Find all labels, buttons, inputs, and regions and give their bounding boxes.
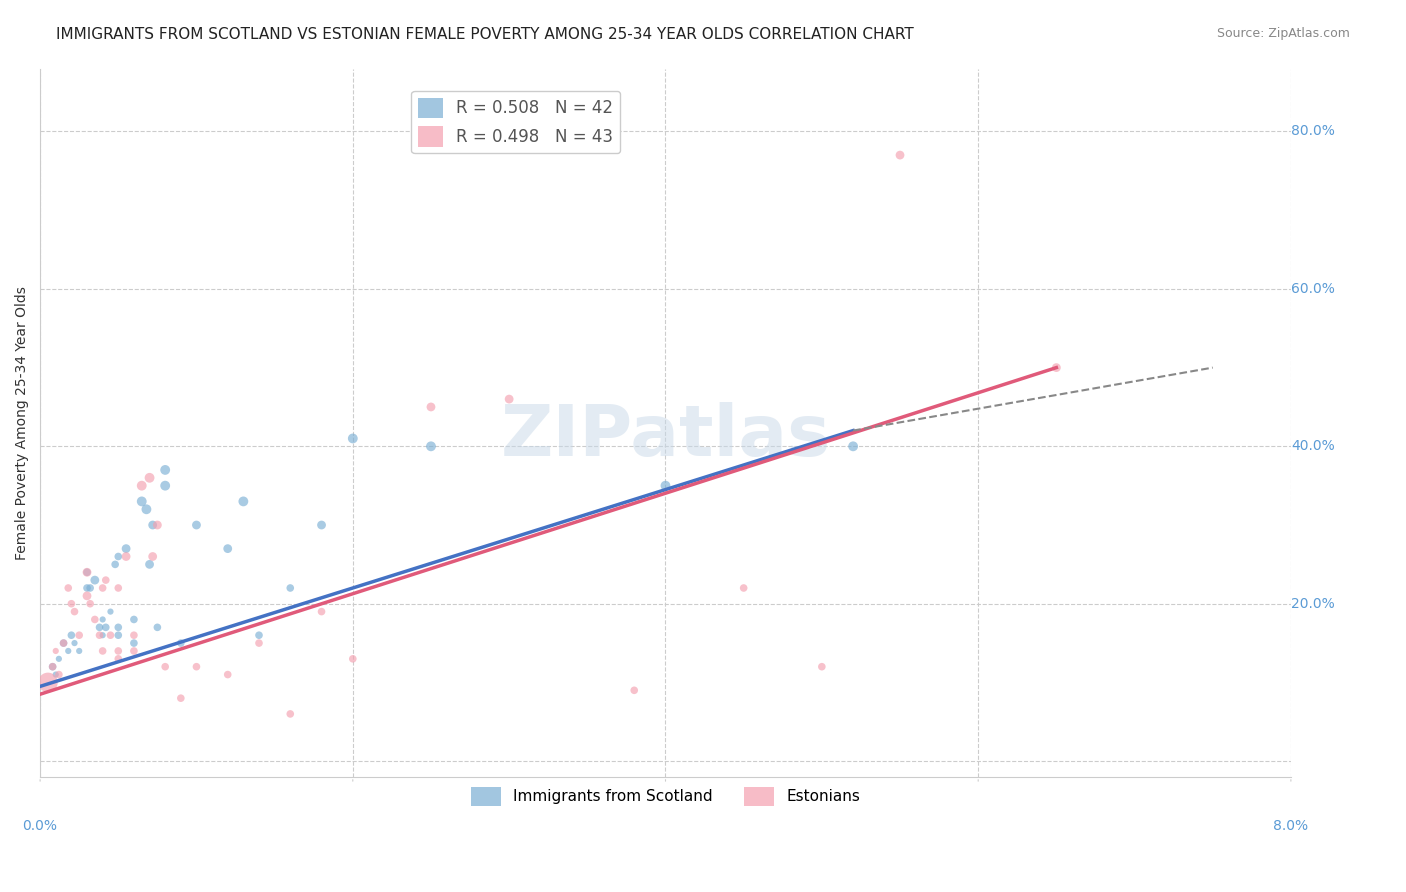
Point xyxy=(94,573,117,587)
Point xyxy=(342,652,364,666)
Point xyxy=(76,581,98,595)
Point xyxy=(76,589,98,603)
Point xyxy=(91,644,114,658)
Point xyxy=(83,612,105,626)
Point xyxy=(45,644,67,658)
Text: 80.0%: 80.0% xyxy=(1291,125,1334,138)
Point xyxy=(122,636,145,650)
Point xyxy=(186,659,208,673)
Point xyxy=(131,494,153,508)
Point xyxy=(107,652,129,666)
Point xyxy=(311,518,333,533)
Point xyxy=(94,620,117,634)
Point xyxy=(153,478,176,492)
Text: ZIPatlas: ZIPatlas xyxy=(501,402,831,471)
Point xyxy=(83,573,105,587)
Point xyxy=(67,644,90,658)
Point xyxy=(67,628,90,642)
Point xyxy=(889,148,911,162)
Point xyxy=(79,581,101,595)
Point xyxy=(654,478,676,492)
Point xyxy=(278,706,301,721)
Point xyxy=(107,581,129,595)
Point xyxy=(107,628,129,642)
Point xyxy=(91,612,114,626)
Point xyxy=(58,644,80,658)
Point xyxy=(420,439,443,453)
Point xyxy=(811,659,834,673)
Text: IMMIGRANTS FROM SCOTLAND VS ESTONIAN FEMALE POVERTY AMONG 25-34 YEAR OLDS CORREL: IMMIGRANTS FROM SCOTLAND VS ESTONIAN FEM… xyxy=(56,27,914,42)
Point xyxy=(89,620,111,634)
Point xyxy=(58,581,80,595)
Point xyxy=(138,558,160,572)
Point xyxy=(247,636,270,650)
Point xyxy=(186,518,208,533)
Point xyxy=(48,667,70,681)
Point xyxy=(146,620,169,634)
Point xyxy=(52,636,75,650)
Point xyxy=(170,636,193,650)
Point xyxy=(91,581,114,595)
Point xyxy=(217,667,239,681)
Point xyxy=(311,605,333,619)
Point xyxy=(76,566,98,580)
Y-axis label: Female Poverty Among 25-34 Year Olds: Female Poverty Among 25-34 Year Olds xyxy=(15,285,30,559)
Point xyxy=(115,541,138,556)
Point xyxy=(41,659,63,673)
Legend: R = 0.508   N = 42, R = 0.498   N = 43: R = 0.508 N = 42, R = 0.498 N = 43 xyxy=(411,91,620,153)
Point xyxy=(146,518,169,533)
Point xyxy=(153,659,176,673)
Text: 60.0%: 60.0% xyxy=(1291,282,1334,296)
Point xyxy=(142,549,165,564)
Text: 40.0%: 40.0% xyxy=(1291,440,1334,453)
Point xyxy=(41,659,63,673)
Point xyxy=(122,612,145,626)
Point xyxy=(122,644,145,658)
Point xyxy=(79,597,101,611)
Point xyxy=(48,652,70,666)
Point xyxy=(89,628,111,642)
Point xyxy=(842,439,865,453)
Point xyxy=(100,628,122,642)
Text: Source: ZipAtlas.com: Source: ZipAtlas.com xyxy=(1216,27,1350,40)
Point xyxy=(91,628,114,642)
Point xyxy=(131,478,153,492)
Text: 0.0%: 0.0% xyxy=(22,819,58,833)
Point xyxy=(135,502,157,516)
Point xyxy=(63,605,86,619)
Point xyxy=(122,628,145,642)
Point xyxy=(342,432,364,446)
Point xyxy=(60,628,83,642)
Text: 20.0%: 20.0% xyxy=(1291,597,1334,611)
Point xyxy=(142,518,165,533)
Text: 8.0%: 8.0% xyxy=(1274,819,1309,833)
Point xyxy=(60,597,83,611)
Point xyxy=(247,628,270,642)
Point xyxy=(107,644,129,658)
Point xyxy=(153,463,176,477)
Point xyxy=(37,675,59,690)
Point xyxy=(217,541,239,556)
Point xyxy=(733,581,755,595)
Point xyxy=(63,636,86,650)
Point xyxy=(498,392,520,406)
Point xyxy=(104,558,127,572)
Point xyxy=(138,471,160,485)
Point xyxy=(52,636,75,650)
Point xyxy=(107,620,129,634)
Point xyxy=(115,549,138,564)
Point xyxy=(232,494,254,508)
Point xyxy=(170,691,193,706)
Point xyxy=(1045,360,1067,375)
Point xyxy=(45,667,67,681)
Point xyxy=(278,581,301,595)
Point xyxy=(420,400,443,414)
Point xyxy=(107,549,129,564)
Point xyxy=(76,566,98,580)
Point xyxy=(100,605,122,619)
Point xyxy=(623,683,645,698)
